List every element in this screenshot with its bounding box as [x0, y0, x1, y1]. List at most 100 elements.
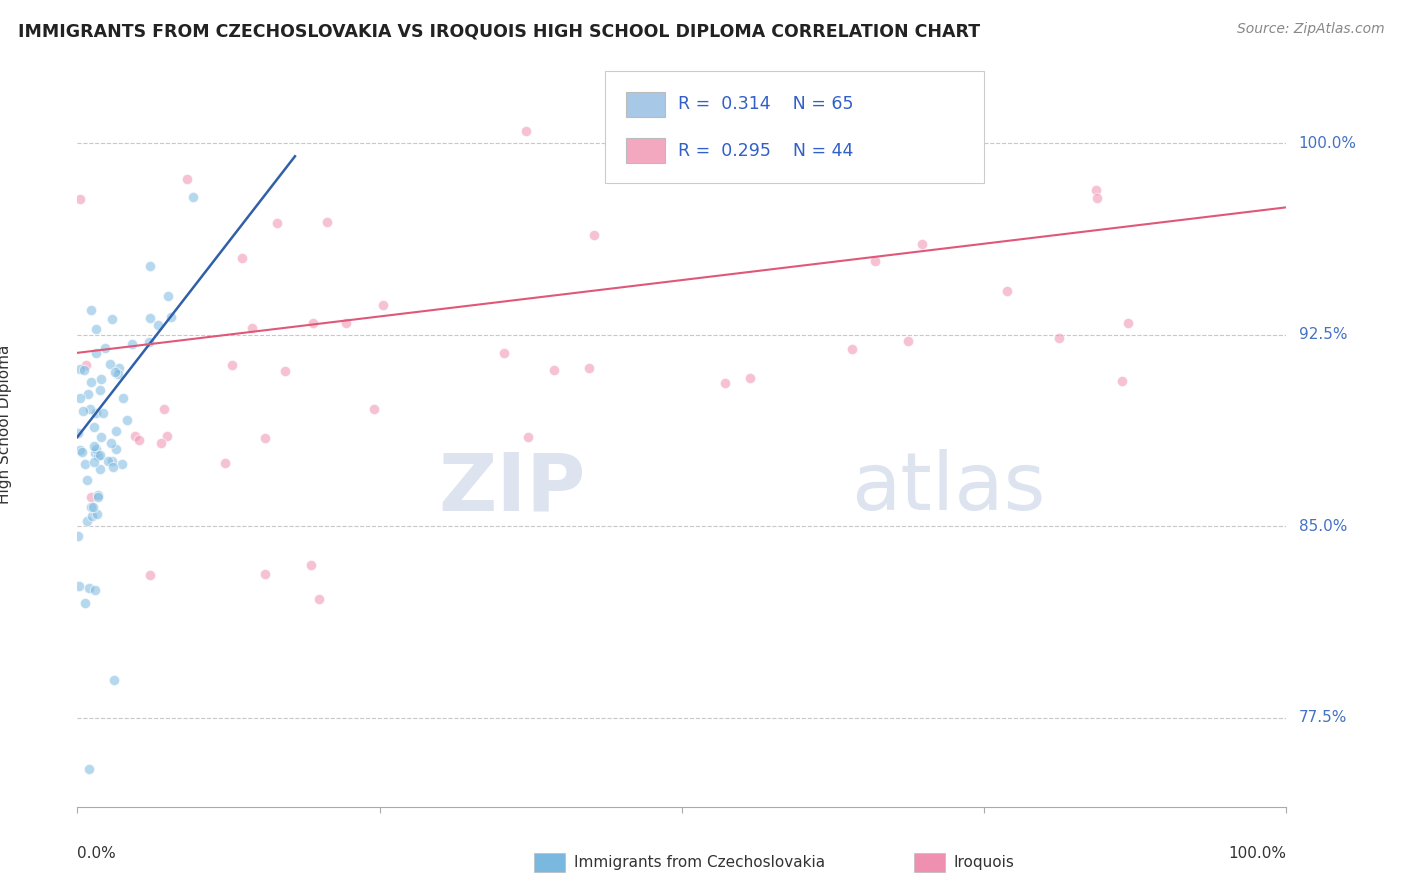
- Point: [83, 454, 105, 468]
- Text: 100.0%: 100.0%: [1229, 846, 1286, 861]
- Text: 0.0%: 0.0%: [77, 846, 117, 861]
- Point: [73, 596, 96, 610]
- Point: [1084, 183, 1107, 197]
- Point: [73, 363, 96, 377]
- Point: [181, 190, 204, 204]
- Point: [97, 454, 120, 468]
- Text: High School Diploma: High School Diploma: [0, 344, 13, 504]
- Point: [115, 413, 138, 427]
- Point: [128, 433, 150, 447]
- Point: [160, 310, 183, 324]
- Point: [87, 488, 110, 502]
- Point: [214, 456, 236, 470]
- Text: 85.0%: 85.0%: [1299, 519, 1347, 534]
- Point: [101, 312, 124, 326]
- Point: [80, 302, 103, 317]
- Point: [69, 361, 91, 376]
- Point: [911, 236, 934, 251]
- Point: [373, 298, 395, 312]
- Point: [67, 425, 90, 440]
- Point: [75, 358, 97, 372]
- Point: [100, 435, 122, 450]
- Point: [75, 457, 97, 471]
- Point: [72, 404, 94, 418]
- Point: [897, 334, 920, 348]
- Point: [139, 310, 162, 325]
- Text: Iroquois: Iroquois: [953, 855, 1014, 870]
- Point: [335, 316, 357, 330]
- Point: [863, 253, 886, 268]
- Point: [104, 365, 127, 379]
- Point: [76, 386, 98, 401]
- Text: Source: ZipAtlas.com: Source: ZipAtlas.com: [1237, 22, 1385, 37]
- Point: [76, 473, 98, 487]
- Point: [82, 500, 104, 514]
- Text: 100.0%: 100.0%: [1299, 136, 1357, 151]
- Point: [91, 406, 114, 420]
- Text: 92.5%: 92.5%: [1299, 327, 1347, 343]
- Point: [266, 216, 288, 230]
- Point: [79, 762, 101, 776]
- Point: [83, 439, 105, 453]
- Point: [515, 124, 537, 138]
- Point: [83, 419, 105, 434]
- Point: [138, 334, 160, 349]
- Point: [939, 124, 962, 138]
- Point: [315, 215, 337, 229]
- Point: [582, 227, 605, 242]
- Text: R =  0.314    N = 65: R = 0.314 N = 65: [678, 95, 853, 113]
- Text: 77.5%: 77.5%: [1299, 710, 1347, 725]
- Point: [578, 361, 600, 376]
- Point: [87, 450, 110, 464]
- Point: [90, 372, 112, 386]
- Point: [76, 514, 98, 528]
- Point: [98, 358, 121, 372]
- Point: [77, 581, 100, 595]
- Point: [67, 579, 90, 593]
- Point: [94, 341, 117, 355]
- Point: [84, 442, 107, 456]
- Point: [543, 363, 565, 377]
- Point: [70, 445, 93, 459]
- Point: [83, 446, 105, 460]
- Point: [112, 391, 135, 405]
- Point: [107, 367, 129, 381]
- Point: [156, 289, 179, 303]
- Point: [1085, 191, 1108, 205]
- Point: [84, 322, 107, 336]
- Point: [517, 430, 540, 444]
- Point: [995, 284, 1018, 298]
- Point: [139, 260, 162, 274]
- Point: [90, 429, 112, 443]
- Point: [1111, 374, 1133, 388]
- Text: Immigrants from Czechoslovakia: Immigrants from Czechoslovakia: [574, 855, 825, 870]
- Point: [69, 391, 91, 405]
- Point: [79, 402, 101, 417]
- Point: [176, 172, 198, 186]
- Point: [105, 442, 128, 457]
- Point: [121, 337, 143, 351]
- Point: [80, 491, 103, 505]
- Text: R =  0.295    N = 44: R = 0.295 N = 44: [678, 142, 853, 160]
- Point: [80, 500, 103, 515]
- Point: [89, 449, 111, 463]
- Point: [492, 346, 515, 360]
- Point: [231, 251, 253, 265]
- Point: [1047, 331, 1070, 345]
- Point: [308, 592, 330, 607]
- Point: [253, 431, 276, 445]
- Point: [100, 454, 122, 468]
- Point: [84, 346, 107, 360]
- Point: [299, 558, 322, 572]
- Point: [124, 428, 146, 442]
- Point: [148, 318, 170, 332]
- Point: [80, 508, 103, 523]
- Point: [103, 459, 125, 474]
- Point: [671, 813, 693, 827]
- Point: [150, 435, 173, 450]
- Point: [104, 424, 127, 438]
- Point: [156, 428, 179, 442]
- Point: [153, 402, 176, 417]
- Point: [103, 673, 125, 687]
- Point: [66, 529, 89, 543]
